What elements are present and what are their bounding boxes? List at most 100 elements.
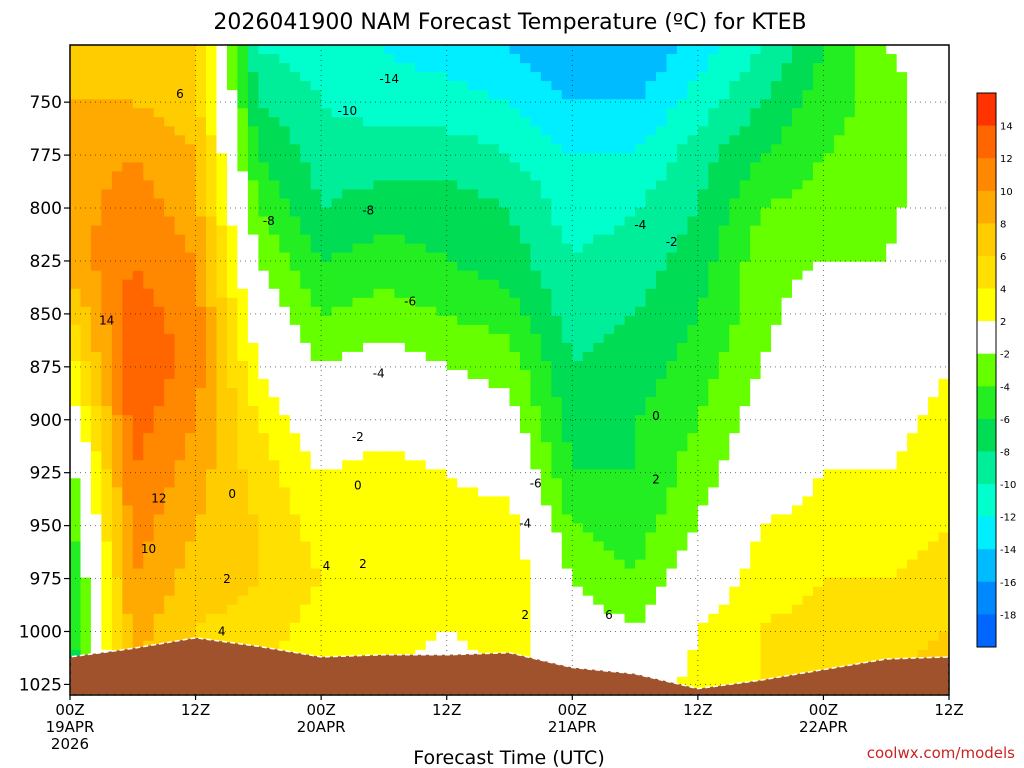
temperature-cell <box>729 640 741 651</box>
temperature-cell <box>227 189 239 199</box>
temperature-cell <box>101 388 113 398</box>
temperature-cell <box>750 234 762 245</box>
temperature-cell <box>289 460 301 470</box>
temperature-cell <box>122 613 134 624</box>
temperature-cell <box>603 90 615 100</box>
temperature-cell <box>80 397 92 407</box>
temperature-cell <box>404 631 416 642</box>
temperature-cell <box>206 469 218 479</box>
temperature-cell <box>216 270 228 281</box>
temperature-cell <box>635 342 647 353</box>
temperature-cell <box>383 460 395 470</box>
temperature-cell <box>572 532 584 543</box>
temperature-cell <box>310 514 322 524</box>
temperature-cell <box>792 63 804 73</box>
temperature-cell <box>289 243 301 254</box>
temperature-cell <box>394 270 406 281</box>
temperature-cell <box>593 532 605 543</box>
temperature-cell <box>582 252 594 263</box>
temperature-cell <box>331 604 343 615</box>
temperature-cell <box>206 370 218 380</box>
temperature-cell <box>561 577 573 588</box>
temperature-cell <box>90 469 102 479</box>
temperature-cell <box>279 541 291 552</box>
temperature-cell <box>729 117 741 127</box>
temperature-cell <box>216 63 228 73</box>
temperature-cell <box>457 361 469 371</box>
temperature-cell <box>404 577 416 588</box>
temperature-cell <box>676 216 688 227</box>
temperature-cell <box>729 667 741 678</box>
temperature-cell <box>771 225 783 236</box>
temperature-cell <box>645 126 657 136</box>
temperature-cell <box>70 117 82 127</box>
temperature-cell <box>394 108 406 118</box>
temperature-cell <box>530 198 542 209</box>
temperature-cell <box>80 99 92 109</box>
temperature-cell <box>195 144 207 154</box>
temperature-cell <box>237 613 249 624</box>
temperature-cell <box>561 586 573 597</box>
temperature-cell <box>676 243 688 254</box>
temperature-cell <box>551 487 563 497</box>
temperature-cell <box>111 315 123 326</box>
temperature-cell <box>436 126 448 136</box>
temperature-cell <box>342 487 354 497</box>
temperature-cell <box>101 162 113 172</box>
temperature-cell <box>363 397 375 407</box>
temperature-cell <box>645 342 657 353</box>
temperature-cell <box>383 351 395 362</box>
temperature-cell <box>614 252 626 263</box>
temperature-cell <box>509 180 521 190</box>
temperature-cell <box>363 460 375 470</box>
temperature-cell <box>415 541 427 552</box>
temperature-cell <box>478 532 490 543</box>
temperature-cell <box>729 207 741 218</box>
temperature-cell <box>488 496 500 506</box>
temperature-cell <box>488 207 500 218</box>
temperature-cell <box>457 370 469 380</box>
temperature-cell <box>781 207 793 218</box>
temperature-cell <box>111 81 123 91</box>
temperature-cell <box>446 442 458 452</box>
temperature-cell <box>708 153 720 163</box>
temperature-cell <box>792 54 804 64</box>
temperature-cell <box>478 640 490 651</box>
temperature-cell <box>708 216 720 227</box>
temperature-cell <box>425 532 437 543</box>
temperature-cell <box>666 541 678 552</box>
temperature-cell <box>582 451 594 461</box>
temperature-cell <box>708 180 720 190</box>
temperature-cell <box>206 388 218 398</box>
temperature-cell <box>760 54 772 64</box>
temperature-cell <box>80 162 92 172</box>
temperature-cell <box>247 81 259 91</box>
temperature-cell <box>227 523 239 534</box>
temperature-cell <box>216 370 228 380</box>
temperature-cell <box>530 577 542 588</box>
temperature-cell <box>614 586 626 597</box>
temperature-cell <box>90 415 102 425</box>
temperature-cell <box>457 586 469 597</box>
temperature-cell <box>718 234 730 245</box>
temperature-cell <box>572 640 584 651</box>
temperature-cell <box>404 496 416 506</box>
temperature-cell <box>143 469 155 479</box>
temperature-cell <box>561 649 573 660</box>
temperature-cell <box>80 487 92 497</box>
temperature-cell <box>760 406 772 416</box>
temperature-cell <box>164 478 176 488</box>
temperature-cell <box>80 424 92 434</box>
temperature-cell <box>174 198 186 209</box>
temperature-cell <box>247 189 259 199</box>
temperature-cell <box>520 361 532 371</box>
temperature-cell <box>781 234 793 245</box>
temperature-cell <box>499 297 511 308</box>
temperature-cell <box>206 216 218 227</box>
temperature-cell <box>258 297 270 308</box>
temperature-cell <box>279 225 291 236</box>
temperature-cell <box>70 333 82 344</box>
temperature-cell <box>331 397 343 407</box>
temperature-cell <box>687 379 699 389</box>
temperature-cell <box>415 631 427 642</box>
